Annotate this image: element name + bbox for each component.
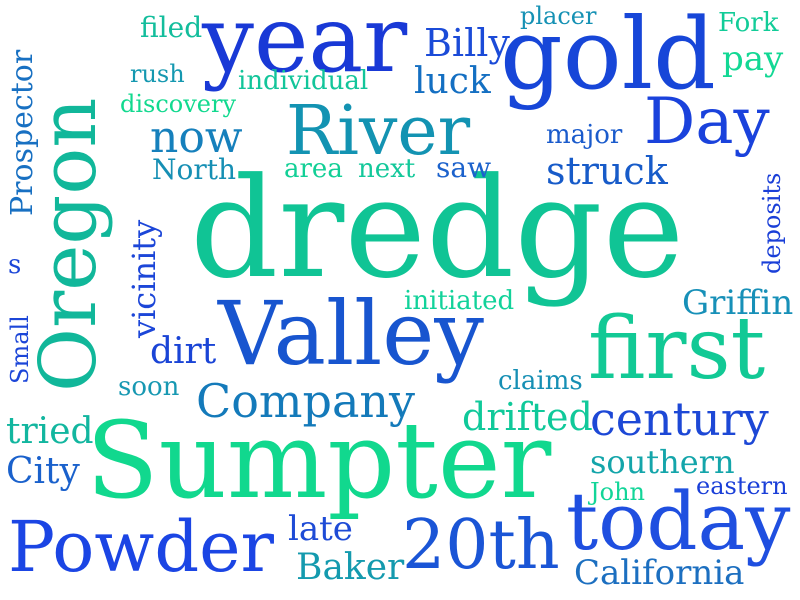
word-vicinity: vicinity xyxy=(125,219,163,338)
word-day: Day xyxy=(644,85,770,159)
word-baker: Baker xyxy=(296,547,405,588)
word-company: Company xyxy=(196,374,415,428)
word-tried: tried xyxy=(6,411,94,452)
word-soon: soon xyxy=(118,372,180,402)
word-luck: luck xyxy=(414,61,491,102)
word-griffin: Griffin xyxy=(682,283,794,323)
word-claims: claims xyxy=(498,366,583,396)
word-fork: Fork xyxy=(718,8,779,38)
word-saw: saw xyxy=(436,151,492,184)
word-rush: rush xyxy=(130,60,185,88)
word-year: year xyxy=(202,0,408,93)
word-s: s xyxy=(8,250,22,280)
word-sumpter: Sumpter xyxy=(86,399,552,522)
word-powder: Powder xyxy=(8,506,275,588)
word-eastern: eastern xyxy=(696,472,788,500)
word-prospector: Prospector xyxy=(5,49,40,216)
word-drifted: drifted xyxy=(462,395,593,439)
word-struck: struck xyxy=(546,149,668,193)
word-first: first xyxy=(588,299,766,399)
word-john: John xyxy=(590,478,645,506)
word-initiated: initiated xyxy=(404,286,515,316)
word-area: area xyxy=(284,154,343,184)
word-gold: gold xyxy=(500,0,716,112)
word-dredge: dredge xyxy=(190,148,685,309)
word-california: California xyxy=(574,553,745,593)
word-valley: Valley xyxy=(218,282,485,385)
word-today: today xyxy=(566,475,791,568)
word-placer: placer xyxy=(520,2,597,30)
word-next: next xyxy=(358,154,416,184)
word-deposits: deposits xyxy=(758,172,786,274)
word-oregon: Oregon xyxy=(24,97,114,392)
word-dirt: dirt xyxy=(150,331,217,372)
word-southern: southern xyxy=(590,443,735,481)
word-individual: individual xyxy=(238,66,369,96)
word-late: late xyxy=(288,509,353,549)
word-small: Small xyxy=(6,315,34,384)
word-north: North xyxy=(152,153,237,186)
word-filed: filed xyxy=(140,11,203,44)
word-discovery: discovery xyxy=(120,90,237,118)
word-billy: Billy xyxy=(424,21,510,65)
word-river: River xyxy=(286,92,471,171)
word-century: century xyxy=(590,392,769,446)
word-20th: 20th xyxy=(402,506,560,585)
word-city: City xyxy=(6,451,80,492)
word-now: now xyxy=(150,112,243,163)
word-major: major xyxy=(546,120,623,150)
word-pay: pay xyxy=(722,39,784,79)
